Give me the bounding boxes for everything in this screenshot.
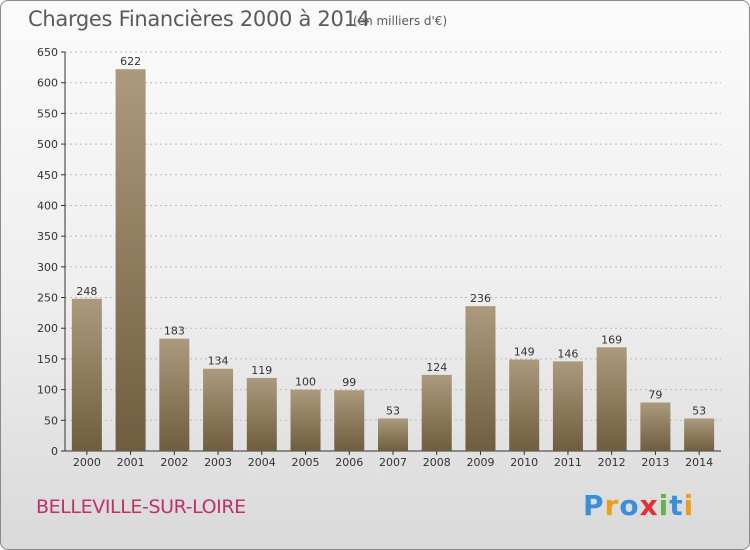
chart-title: Charges Financières 2000 à 2014 xyxy=(28,7,370,31)
data-label: 119 xyxy=(251,364,272,377)
x-tick-label: 2001 xyxy=(117,456,145,469)
data-label: 149 xyxy=(514,346,535,359)
data-label: 146 xyxy=(557,347,578,360)
bar xyxy=(465,306,496,451)
logo-letter: i xyxy=(658,489,670,522)
bars xyxy=(71,69,715,452)
x-tick-label: 2014 xyxy=(685,456,713,469)
data-label: 169 xyxy=(601,333,622,346)
x-tick-label: 2013 xyxy=(641,456,669,469)
y-tick-label: 0 xyxy=(51,445,58,458)
y-tick-label: 450 xyxy=(37,169,58,182)
data-label: 99 xyxy=(342,376,356,389)
x-tick-label: 2005 xyxy=(292,456,320,469)
bar xyxy=(421,374,452,451)
data-label: 134 xyxy=(208,355,229,368)
logo-letter: i xyxy=(683,489,695,522)
data-label: 236 xyxy=(470,292,491,305)
y-tick-label: 150 xyxy=(37,353,58,366)
data-label: 124 xyxy=(426,361,447,374)
bar xyxy=(596,347,627,451)
x-tick-label: 2010 xyxy=(510,456,538,469)
x-tick-label: 2012 xyxy=(598,456,626,469)
proxiti-logo: Proxiti xyxy=(583,489,694,522)
bar xyxy=(684,418,715,451)
y-tick-label: 350 xyxy=(37,230,58,243)
data-labels: 248 622 183 134 119 100 99 53 124 236 149 146 169 79 5… xyxy=(76,55,706,417)
x-tick-label: 2000 xyxy=(73,456,101,469)
data-label: 622 xyxy=(120,55,141,68)
y-tick-label: 400 xyxy=(37,199,58,212)
y-tick-label: 250 xyxy=(37,292,58,305)
x-tick-label: 2007 xyxy=(379,456,407,469)
bar xyxy=(246,377,277,451)
bar xyxy=(640,402,671,451)
y-tick-label: 550 xyxy=(37,107,58,120)
data-label: 53 xyxy=(386,404,400,417)
bar xyxy=(115,69,146,452)
x-tick-label: 2008 xyxy=(423,456,451,469)
data-label: 79 xyxy=(648,389,662,402)
y-tick-label: 50 xyxy=(44,414,58,427)
bar xyxy=(290,389,321,451)
bar xyxy=(378,418,408,451)
y-tick-label: 200 xyxy=(37,322,58,335)
data-label: 100 xyxy=(295,376,316,389)
bar xyxy=(159,338,190,451)
y-tick-label: 500 xyxy=(37,138,58,151)
logo-letter: x xyxy=(639,489,659,522)
x-tick-label: 2011 xyxy=(554,456,582,469)
x-tick-label: 2004 xyxy=(248,456,276,469)
logo-letter: r xyxy=(604,489,620,522)
y-tick-label: 300 xyxy=(37,261,58,274)
x-tick-label: 2006 xyxy=(335,456,363,469)
data-label: 53 xyxy=(692,404,706,417)
x-tick-label: 2002 xyxy=(160,456,188,469)
y-tick-label: 100 xyxy=(37,384,58,397)
chart-subtitle: (en milliers d'€) xyxy=(353,14,448,28)
x-tick-label: 2009 xyxy=(466,456,494,469)
data-label: 248 xyxy=(76,285,97,298)
data-label: 183 xyxy=(164,325,185,338)
bar xyxy=(71,298,102,451)
bar xyxy=(203,368,234,451)
y-tick-label: 650 xyxy=(37,46,58,59)
logo-letter: o xyxy=(619,489,640,522)
place-name: BELLEVILLE-SUR-LOIRE xyxy=(36,496,246,518)
y-tick-label: 600 xyxy=(37,77,58,90)
logo-letter: t xyxy=(669,489,684,522)
x-tick-label: 2003 xyxy=(204,456,232,469)
bar xyxy=(509,359,540,451)
logo-letter: P xyxy=(583,489,605,522)
bar xyxy=(552,361,583,451)
bar xyxy=(334,390,365,451)
